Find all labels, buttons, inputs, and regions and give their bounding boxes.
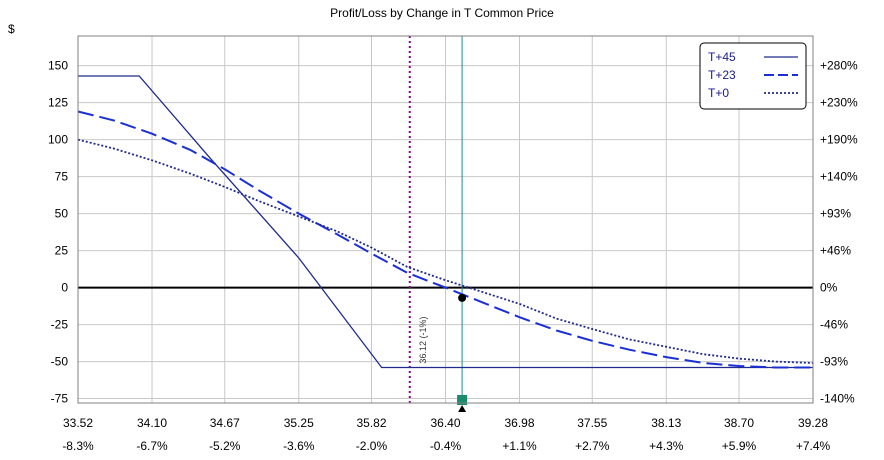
y-right-tick-label: -140% xyxy=(820,392,855,406)
y-tick-label: 75 xyxy=(55,170,69,184)
current-price-arrow xyxy=(458,405,467,412)
x-axis-ticks: 33.52 34.10 34.67 35.25 35.82 36.40 36.98 37.55… xyxy=(63,416,828,430)
legend-label: T+45 xyxy=(708,50,736,64)
x-percent-tick-label: -0.4% xyxy=(430,439,462,453)
y-right-tick-label: -93% xyxy=(820,355,848,369)
x-tick-label: 34.67 xyxy=(210,416,240,430)
series-line-t23 xyxy=(77,110,813,369)
x-percent-tick-label: -8.3% xyxy=(62,439,94,453)
y-tick-label: 0 xyxy=(61,281,68,295)
x-tick-label: 39.28 xyxy=(798,416,828,430)
x-axis-percent-ticks: -8.3% -6.7% -5.2% -3.6% -2.0% -0.4% +1.1% +2.7%… xyxy=(62,439,830,453)
y-right-tick-label: +93% xyxy=(820,207,851,221)
legend-box xyxy=(699,42,807,110)
y-tick-label: 25 xyxy=(55,244,69,258)
x-percent-tick-label: +2.7% xyxy=(575,439,610,453)
y-right-tick-label: +190% xyxy=(820,133,858,147)
y-tick-label: 100 xyxy=(48,133,68,147)
x-percent-tick-label: -6.7% xyxy=(136,439,168,453)
x-tick-label: 38.70 xyxy=(724,416,754,430)
y-axis-ticks: 150 125 100 75 50 25 0 -25 -50 -75 xyxy=(48,59,68,406)
x-tick-label: 38.13 xyxy=(651,416,681,430)
x-percent-tick-label: -5.2% xyxy=(209,439,241,453)
x-tick-label: 36.40 xyxy=(430,416,460,430)
x-percent-tick-label: +5.9% xyxy=(722,439,757,453)
y-right-tick-label: +140% xyxy=(820,170,858,184)
x-tick-label: 33.52 xyxy=(63,416,93,430)
vertical-indicator-lines: 36.12 (-1%) xyxy=(408,36,463,403)
series-layer xyxy=(77,75,814,369)
y-right-tick-label: +280% xyxy=(820,59,858,73)
legend-label: T+0 xyxy=(708,86,729,100)
chart-title: Profit/Loss by Change in T Common Price xyxy=(330,6,554,20)
plot-border xyxy=(77,35,814,404)
y-unit-label: $ xyxy=(8,22,15,36)
legend-label: T+23 xyxy=(708,68,736,82)
current-pl-marker xyxy=(458,293,467,302)
y-right-tick-label: 0% xyxy=(820,281,838,295)
y-tick-label: 50 xyxy=(55,207,69,221)
marker-layer xyxy=(457,293,468,412)
x-percent-tick-label: -3.6% xyxy=(283,439,315,453)
y-right-tick-label: +46% xyxy=(820,244,851,258)
series-line-t45 xyxy=(78,75,813,369)
y-right-tick-label: +230% xyxy=(820,96,858,110)
x-percent-tick-label: +7.4% xyxy=(796,439,831,453)
x-tick-label: 37.55 xyxy=(577,416,607,430)
current-price-marker[interactable] xyxy=(457,395,468,405)
y-right-tick-label: -46% xyxy=(820,318,848,332)
series-line-t0 xyxy=(77,138,814,364)
plot-area: 36.12 (-1%) xyxy=(77,35,814,412)
y-tick-label: -25 xyxy=(51,318,69,332)
x-percent-tick-label: -2.0% xyxy=(356,439,388,453)
x-tick-label: 35.25 xyxy=(284,416,314,430)
x-tick-label: 34.10 xyxy=(137,416,167,430)
y-axis-right-ticks: +280% +230% +190% +140% +93% +46% 0% -46% -93% -1… xyxy=(820,59,858,406)
breakeven-label: 36.12 (-1%) xyxy=(418,317,428,364)
y-tick-label: -75 xyxy=(51,392,69,406)
x-tick-label: 35.82 xyxy=(356,416,386,430)
y-tick-label: -50 xyxy=(51,355,69,369)
legend: T+45 T+23 T+0 xyxy=(699,42,807,110)
x-percent-tick-label: +4.3% xyxy=(649,439,684,453)
x-tick-label: 36.98 xyxy=(504,416,534,430)
y-tick-label: 125 xyxy=(48,96,68,110)
x-percent-tick-label: +1.1% xyxy=(502,439,537,453)
y-tick-label: 150 xyxy=(48,59,68,73)
